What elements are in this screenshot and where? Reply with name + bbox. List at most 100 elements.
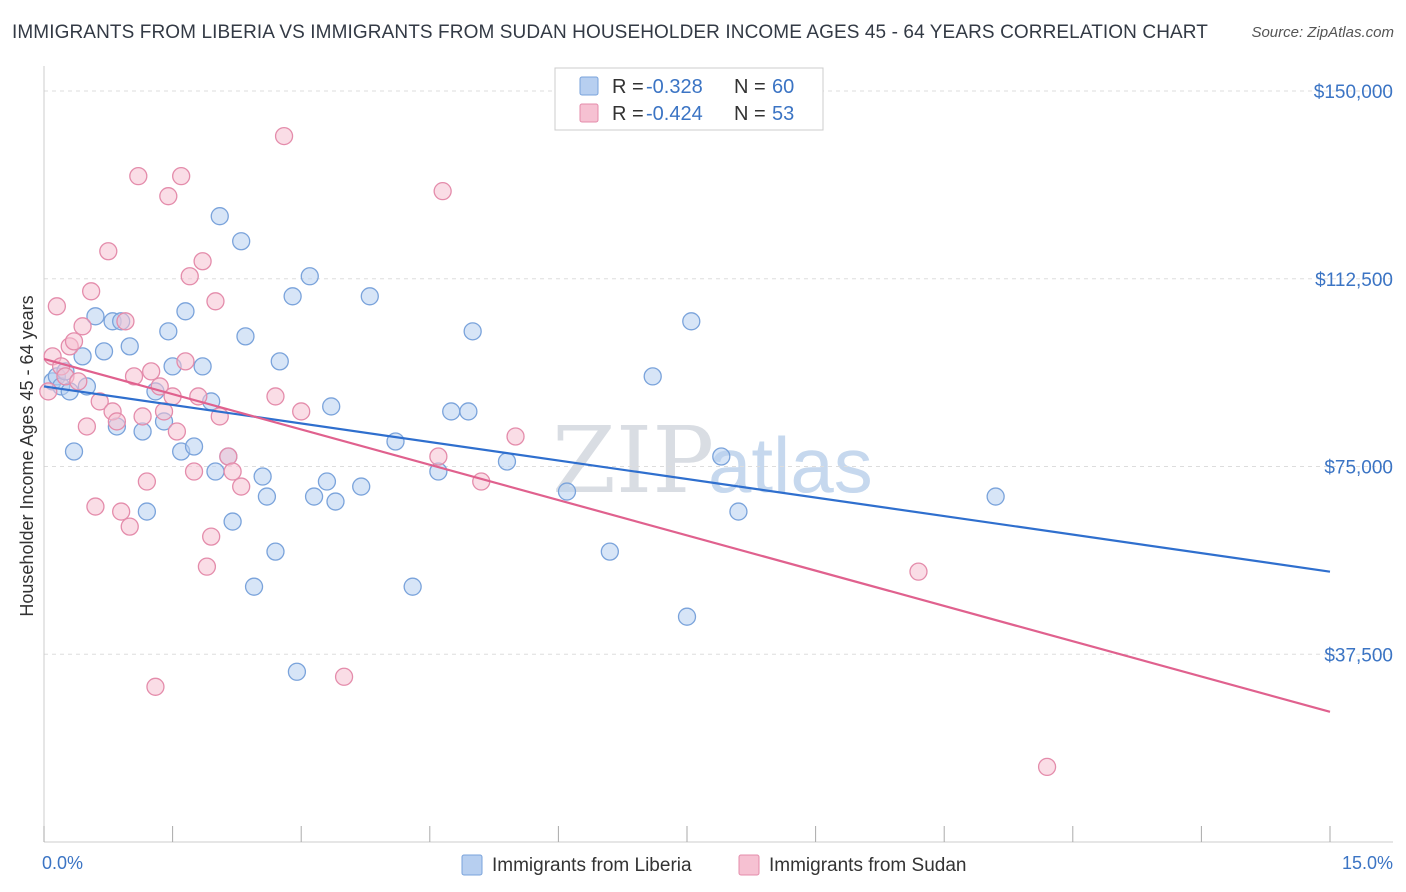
watermark-atlas: atlas [708,421,873,509]
source-credit: Source: ZipAtlas.com [1251,24,1394,41]
legend-r-label-sudan: R = [612,103,644,125]
sudan-point-25 [150,377,169,396]
liberia-point-30 [244,577,264,596]
sudan-point-32 [180,267,199,286]
liberia-point-20 [176,302,195,321]
sudan-point-44 [274,126,294,146]
liberia-point-50 [497,452,517,471]
sudan-point-24 [146,677,165,696]
liberia-point-5 [73,347,92,366]
sudan-point-42 [232,477,251,496]
liberia-point-39 [317,472,337,491]
watermark: ZIP atlas [552,407,873,514]
y-tick-labels: $37,500 $75,000 $112,500 $150,000 [1314,82,1393,666]
chart-title: IMMIGRANTS FROM LIBERIA VS IMMIGRANTS FR… [12,22,1208,43]
liberia-point-47 [442,402,461,421]
sudan-point-51 [909,562,928,581]
sudan-point-18 [120,517,139,536]
sudan-point-48 [433,182,452,201]
sudan-point-45 [292,402,311,421]
legend-swatch-liberia [579,76,599,96]
sudan-point-10 [82,282,101,301]
sudan-point-6 [64,332,84,351]
sudan-point-29 [167,422,187,441]
liberia-point-41 [326,492,345,511]
sudan-point-17 [116,312,135,331]
liberia-point-28 [232,232,251,251]
sudan-point-15 [107,412,127,431]
legend-swatch-sudan [579,103,599,123]
x-tick-labels: 0.0% 15.0% [42,853,1393,873]
sudan-point-52 [1037,757,1057,777]
correlation-legend: R = -0.328 N = 60 R = -0.424 N = 53 [554,67,824,131]
liberia-point-55 [682,312,701,331]
sudan-point-16 [112,502,131,521]
liberia-point-17 [159,322,178,341]
sudan-point-46 [334,667,354,686]
sudan-point-30 [172,166,191,186]
sudan-point-22 [137,472,157,491]
y-tick-label-3: $150,000 [1314,82,1393,103]
sudan-point-12 [90,392,109,411]
sudan-point-47 [429,447,448,466]
legend-box [554,67,824,131]
sudan-point-38 [206,292,225,311]
liberia-point-37 [300,267,319,286]
legend-r-label-liberia: R = [612,76,644,98]
liberia-point-27 [223,512,242,531]
liberia-point-48 [459,402,478,421]
series-legend: Immigrants from Liberia Immigrants from … [461,854,966,876]
y-tick-label-0: $37,500 [1324,645,1393,666]
liberia-point-4 [64,442,84,461]
watermark-zip: ZIP [552,407,714,514]
liberia-point-58 [986,487,1005,506]
x-tick-label-0: 0.0% [42,853,83,873]
liberia-point-35 [283,287,302,306]
sudan-point-43 [266,387,285,406]
legend-label-liberia: Immigrants from Liberia [492,855,692,876]
liberia-point-14 [137,502,157,521]
legend-r-value-sudan: -0.424 [646,103,703,125]
sudan-point-36 [197,557,217,576]
sudan-point-35 [193,252,212,271]
legend-swatch-sudan-bottom [738,854,760,876]
liberia-point-57 [729,502,748,521]
liberia-point-36 [287,662,307,681]
sudan-point-13 [99,242,118,261]
legend-n-label-liberia: N = [734,76,766,98]
y-tick-label-2: $112,500 [1315,270,1393,291]
liberia-point-53 [643,367,662,386]
legend-r-value-liberia: -0.328 [646,76,703,98]
legend-label-sudan: Immigrants from Sudan [769,855,966,876]
sudan-trend-line [43,357,1331,713]
liberia-point-49 [463,322,482,341]
liberia-point-21 [184,437,204,456]
liberia-point-32 [257,487,277,506]
liberia-point-56 [712,447,731,466]
sudan-point-7 [69,372,88,391]
sudan-point-8 [73,317,92,336]
sudan-point-21 [133,407,152,426]
sudan-point-37 [202,527,221,546]
sudan-point-33 [184,462,204,481]
liberia-point-42 [352,477,371,496]
sudan-point-19 [124,367,144,386]
sudan-point-2 [47,297,67,316]
liberia-point-29 [236,327,255,346]
sudan-point-23 [142,362,161,381]
liberia-point-45 [403,577,422,596]
liberia-point-33 [266,542,285,561]
liberia-point-54 [677,607,697,626]
legend-n-value-sudan: 53 [772,103,794,125]
liberia-point-12 [120,337,139,356]
liberia-point-31 [253,467,272,486]
liberia-point-8 [94,342,114,361]
axes [43,66,1393,843]
sudan-point-50 [506,427,525,446]
liberia-point-52 [600,542,619,561]
x-tick-label-1: 15.0% [1342,853,1393,873]
trend-lines [43,357,1331,713]
liberia-point-51 [557,482,577,501]
sudan-point-27 [159,187,178,206]
